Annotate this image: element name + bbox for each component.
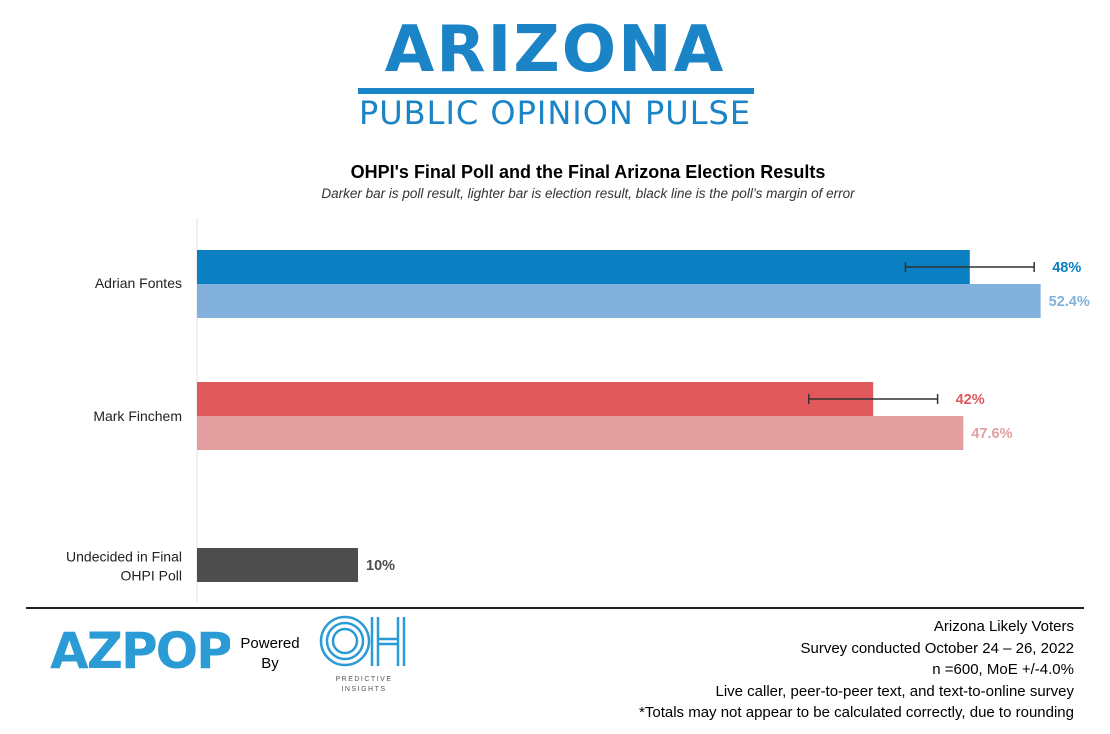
survey-notes: Arizona Likely Voters Survey conducted O… [639, 616, 1074, 724]
survey-note-line: n =600, MoE +/-4.0% [932, 661, 1074, 678]
arizona-logo-subtitle: PUBLIC OPINION PULSE [358, 94, 752, 132]
survey-note-line: Survey conducted October 24 – 26, 2022 [800, 639, 1074, 657]
oh-predictive-insights-logo: PREDICTIVE INSIGHTS [319, 615, 406, 693]
category-label: Mark Finchem [93, 408, 182, 424]
survey-note-line: *Totals may not appear to be calculated … [639, 704, 1074, 721]
data-label: 42% [956, 392, 985, 408]
footer-divider [26, 607, 1084, 609]
category-label-line: Mark Finchem [93, 408, 182, 424]
category-label: Adrian Fontes [95, 275, 182, 291]
survey-note-line: Arizona Likely Voters [933, 618, 1074, 635]
powered-by-label: Powered By [236, 634, 304, 674]
category-label-line: Adrian Fontes [95, 275, 182, 291]
azpop-logo-text: AZPOP [50, 622, 230, 674]
chart-subtitle: Darker bar is poll result, lighter bar i… [321, 186, 855, 201]
powered-by-line-2: By [261, 655, 279, 672]
azpop-logo: AZPOP [50, 622, 230, 674]
arizona-logo-title: ARIZONA [384, 13, 726, 87]
data-label: 47.6% [971, 426, 1012, 442]
category-label: Undecided in Final OHPI Poll [66, 549, 182, 584]
powered-by-line-1: Powered [240, 635, 300, 652]
oh-tagline-line-2: INSIGHTS [341, 686, 386, 693]
category-label-line: OHPI Poll [121, 568, 182, 584]
survey-note-line: Live caller, peer-to-peer text, and text… [715, 682, 1074, 700]
bar-election [197, 416, 964, 450]
bar-election [197, 284, 1041, 318]
category-label-line: Undecided in Final [66, 549, 182, 565]
data-label: 48% [1052, 260, 1081, 276]
bar-poll [197, 382, 874, 416]
chart-title: OHPI's Final Poll and the Final Arizona … [350, 162, 826, 182]
bar-poll [197, 250, 970, 284]
data-label: 52.4% [1049, 294, 1090, 310]
bar-poll [197, 548, 358, 582]
header: ARIZONA PUBLIC OPINION PULSE [0, 0, 1110, 140]
oh-tagline-line-1: PREDICTIVE [335, 676, 392, 683]
data-label: 10% [366, 558, 395, 574]
logo-rule [358, 88, 754, 94]
